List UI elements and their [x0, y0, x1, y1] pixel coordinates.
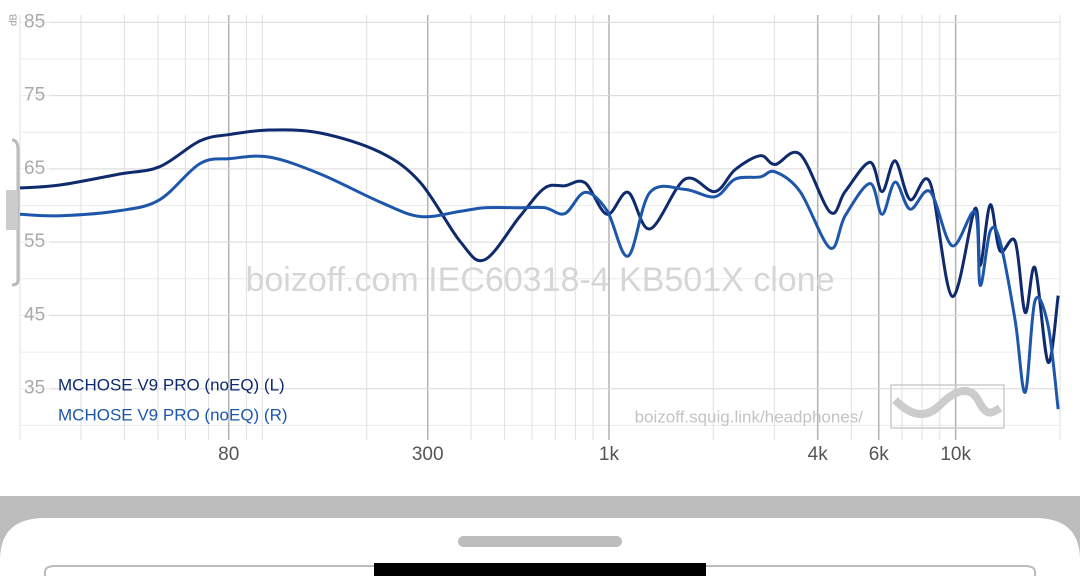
logo [890, 384, 1005, 429]
watermark: boizoff.com IEC60318-4 KB501X clone [245, 261, 834, 299]
x-tick-label: 4k [808, 444, 829, 465]
grid: 80 300 1k 4k 6k 10k 35 45 55 65 75 85 [19, 11, 1061, 465]
y-tick-label: 35 [24, 378, 45, 399]
source-url: boizoff.squig.link/headphones/ [635, 407, 864, 426]
y-tick-label: 65 [24, 158, 45, 179]
tab-indicator [374, 563, 706, 576]
series-line [19, 128, 1060, 364]
x-tick-label: 300 [412, 444, 444, 465]
x-tick-label: 10k [940, 444, 971, 465]
logo-wave [892, 387, 1003, 418]
x-tick-label: 1k [599, 444, 620, 465]
x-tick-label: 80 [218, 444, 239, 465]
y-scale-grip[interactable] [6, 190, 18, 230]
y-tick-label: 45 [24, 304, 45, 325]
y-tick-label: 55 [24, 231, 45, 252]
x-tick-label: 6k [869, 444, 890, 465]
series-line [19, 154, 1060, 410]
logo-box [890, 384, 1005, 429]
y-unit: dB [9, 13, 20, 26]
y-tick-label: 75 [24, 85, 45, 106]
y-tick-label: 85 [24, 11, 45, 32]
plot: MCHOSE V9 PRO (noEQ) (L) MCHOSE V9 PRO (n… [19, 128, 1060, 424]
legend-entry: MCHOSE V9 PRO (noEQ) (R) [58, 405, 288, 424]
legend-entry: MCHOSE V9 PRO (noEQ) (L) [58, 375, 285, 394]
drag-handle[interactable] [458, 536, 622, 547]
